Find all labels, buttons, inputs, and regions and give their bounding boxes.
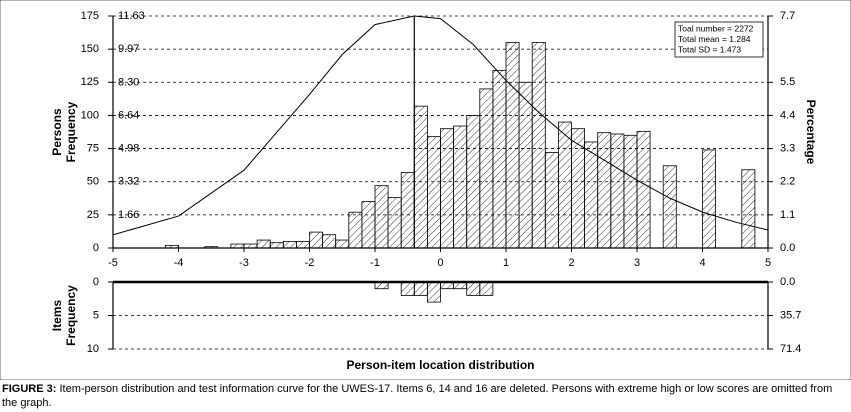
y-tick-label: 150: [81, 43, 99, 55]
y2-tick-label: 1.1: [780, 209, 795, 221]
y2-tick-label: 4.4: [780, 109, 795, 121]
x-tick-label: -3: [239, 257, 249, 269]
bar: [322, 234, 337, 249]
bar: [440, 128, 455, 249]
bar: [662, 165, 677, 249]
y-tick-label: 75: [87, 142, 99, 154]
x-tick-label: 3: [634, 257, 640, 269]
bar: [413, 105, 428, 249]
y2-tick-label: 2.2: [780, 176, 795, 188]
bar: [531, 42, 546, 249]
bar: [518, 81, 533, 249]
x-tick-label: 1: [503, 257, 509, 269]
bar: [558, 121, 572, 249]
y-tick-label: 50: [87, 176, 99, 188]
y-tick-label: 5: [93, 309, 99, 321]
y2-tick-label: 71.4: [780, 343, 801, 355]
y2-tick-label: 35.7: [780, 309, 801, 321]
y-axis-label: Persons: [50, 108, 64, 156]
bar: [636, 130, 651, 249]
bar: [400, 281, 415, 296]
bar: [361, 201, 376, 249]
bar: [466, 281, 481, 296]
info-tick-label: 3.32: [118, 176, 139, 188]
info-tick-label: 6.64: [118, 109, 139, 121]
y-axis-label: Frequency: [64, 101, 78, 162]
y2-axis-label: Percentage: [804, 100, 818, 165]
x-tick-label: 4: [699, 257, 705, 269]
caption: FIGURE 3: Item-person distribution and t…: [2, 382, 848, 410]
x-tick-label: 0: [437, 257, 443, 269]
bar: [505, 42, 520, 249]
bar: [544, 152, 559, 249]
bar: [610, 133, 625, 249]
caption-text: Item-person distribution and test inform…: [2, 383, 833, 409]
bar: [387, 197, 402, 249]
chart: 02550751001251501750.01.12.23.34.45.57.7…: [0, 0, 851, 380]
y-tick-label: 0: [93, 242, 99, 254]
bar: [374, 185, 389, 249]
y2-tick-label: 0.0: [780, 242, 795, 254]
bar: [426, 281, 441, 303]
bar: [309, 231, 324, 249]
stats-text: Total mean = 1.284: [678, 34, 751, 44]
bar: [400, 172, 415, 249]
x-tick-label: -5: [108, 257, 118, 269]
info-tick-label: 9.97: [118, 43, 139, 55]
information-curve: [112, 15, 769, 236]
y-tick-label: 175: [81, 10, 99, 22]
info-tick-label: 8.30: [118, 76, 139, 88]
caption-label: FIGURE 3:: [2, 383, 57, 395]
y-tick-label: 125: [81, 76, 99, 88]
bar: [335, 239, 350, 249]
x-tick-label: 5: [765, 257, 771, 269]
x-tick-label: -1: [370, 257, 380, 269]
bar: [453, 125, 468, 249]
y2-tick-label: 0.0: [780, 276, 795, 288]
y-axis-label: Frequency: [64, 285, 78, 346]
bar: [426, 136, 441, 249]
bar: [623, 134, 638, 249]
bar: [479, 88, 494, 249]
bar: [295, 240, 310, 249]
y-tick-label: 0: [93, 276, 99, 288]
y2-tick-label: 3.3: [780, 142, 795, 154]
y-tick-label: 100: [81, 109, 99, 121]
y-tick-label: 25: [87, 209, 99, 221]
bar: [413, 281, 428, 296]
info-tick-label: 4.98: [118, 143, 139, 155]
bar: [702, 149, 716, 249]
bar: [492, 69, 507, 249]
bar: [479, 281, 494, 296]
bar: [256, 239, 271, 249]
bar: [584, 141, 599, 249]
x-tick-label: -4: [174, 257, 184, 269]
bar: [466, 115, 481, 249]
stats-text: Total SD = 1.473: [678, 44, 741, 54]
stats-text: Toal number = 2272: [678, 23, 754, 33]
y-axis-label: Items: [50, 300, 64, 332]
y2-tick-label: 7.7: [780, 10, 795, 22]
bar: [597, 132, 612, 249]
bar: [348, 211, 363, 249]
info-tick-label: 11.63: [118, 10, 145, 22]
y2-tick-label: 5.5: [780, 76, 795, 88]
y-tick-label: 10: [87, 343, 99, 355]
bar: [269, 242, 284, 249]
info-tick-label: 1.66: [118, 209, 139, 221]
bar: [282, 240, 297, 249]
x-axis-label: Person-item location distribution: [346, 358, 534, 372]
x-tick-label: 2: [568, 257, 574, 269]
stats-box: [674, 21, 764, 58]
x-tick-label: -2: [305, 257, 315, 269]
bar: [741, 169, 756, 249]
